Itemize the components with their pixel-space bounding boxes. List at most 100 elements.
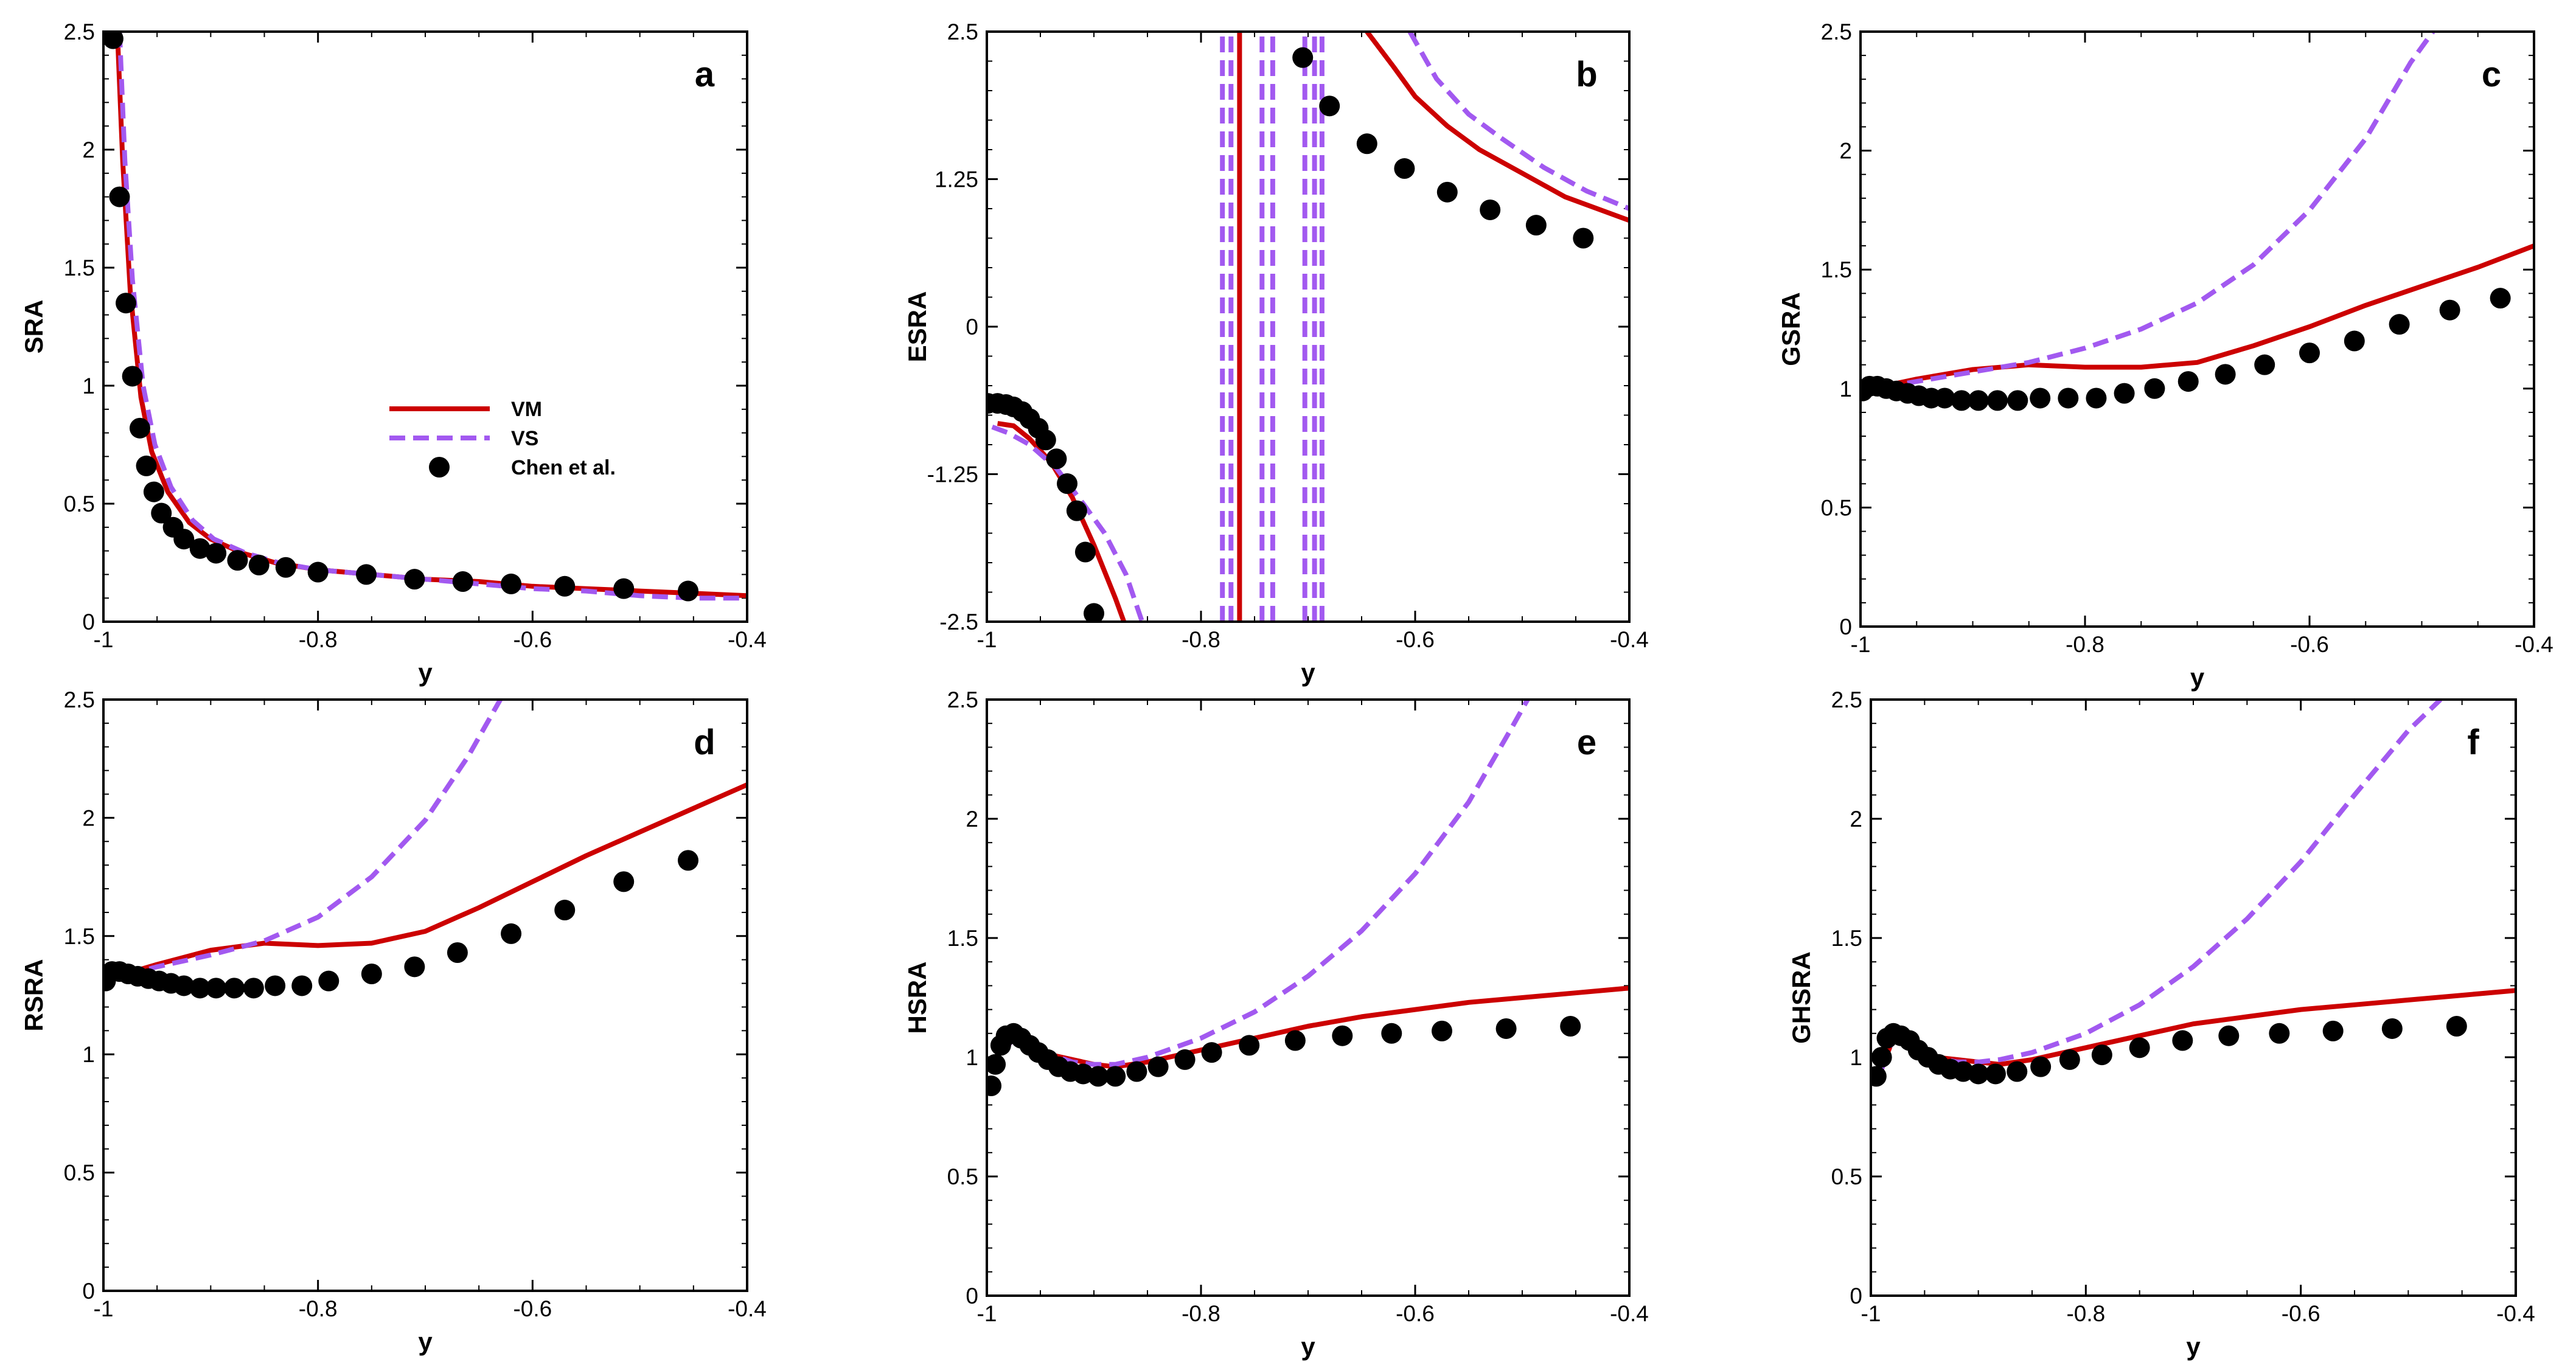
- x-axis-title: y: [1301, 1332, 1315, 1361]
- data-point-chen: [151, 502, 172, 524]
- data-point-chen: [1284, 1030, 1306, 1051]
- data-point-chen: [2218, 1025, 2240, 1046]
- data-point-chen: [243, 978, 264, 999]
- data-point-chen: [2215, 364, 2236, 385]
- x-tick-label: -0.6: [1396, 627, 1435, 652]
- y-axis-title: HSRA: [903, 961, 931, 1034]
- plot-frame: [102, 30, 748, 623]
- data-point-chen: [109, 186, 130, 207]
- y-tick-label: 1: [82, 374, 95, 398]
- data-point-chen: [1088, 1066, 1109, 1087]
- x-axis-title: y: [418, 658, 433, 687]
- y-tick-label: 0.5: [64, 492, 95, 516]
- data-point-chen: [1356, 133, 1377, 155]
- legend-label-chen: Chen et al.: [511, 456, 616, 479]
- data-point-chen: [987, 1075, 1002, 1097]
- data-point-chen: [307, 561, 329, 583]
- x-tick-label: -0.8: [299, 1296, 338, 1321]
- series-line-vm: [1879, 988, 2516, 1071]
- series-line-vm: [1365, 32, 1629, 223]
- x-axis-title: y: [1301, 658, 1315, 687]
- data-point-chen: [2059, 1049, 2080, 1070]
- data-point-chen: [678, 850, 699, 871]
- chart-panel-a: -1 -0.8 -0.6 -0.4 0 0.5 1 1.5 2 2.5 a y SRA VM VS Chen …: [19, 19, 767, 687]
- data-point-chen: [206, 543, 227, 564]
- data-point-chen: [1495, 1018, 1517, 1039]
- data-point-chen: [224, 978, 245, 999]
- data-point-chen: [1436, 181, 1458, 203]
- legend-swatch-chen: [429, 457, 450, 478]
- legend-label-vs: VS: [511, 427, 538, 450]
- x-tick-label: -1: [1861, 1301, 1881, 1326]
- plot-frame: [986, 698, 1631, 1297]
- y-tick-label: 1: [966, 1045, 978, 1070]
- y-axis-title: RSRA: [19, 959, 48, 1031]
- data-point-chen: [2007, 1061, 2028, 1082]
- series-line-vm: [103, 782, 747, 984]
- data-point-chen: [1332, 1025, 1353, 1046]
- y-tick-label: 0: [82, 610, 95, 634]
- y-tick-label: 2.5: [64, 19, 95, 44]
- data-point-chen: [318, 970, 339, 992]
- y-axis-title: SRA: [19, 300, 48, 354]
- data-point-chen: [1174, 1049, 1196, 1070]
- data-point-chen: [2114, 383, 2135, 404]
- y-tick-label: 0: [966, 1284, 978, 1308]
- data-point-chen: [987, 1054, 1006, 1075]
- data-point-chen: [1560, 1016, 1581, 1037]
- y-tick-label: 0.5: [64, 1161, 95, 1186]
- data-point-chen: [2490, 288, 2511, 309]
- y-tick-label: 0: [1850, 1284, 1862, 1308]
- data-point-chen: [1319, 96, 1340, 117]
- data-point-chen: [1951, 390, 1972, 411]
- data-point-chen: [554, 575, 576, 597]
- data-point-chen: [129, 417, 150, 439]
- x-tick-label: -0.4: [1610, 1301, 1649, 1326]
- data-point-chen: [361, 964, 382, 985]
- data-point-chen: [2129, 1037, 2150, 1058]
- data-point-chen: [1292, 47, 1314, 68]
- data-point-chen: [554, 900, 576, 921]
- data-point-chen: [1432, 1020, 1452, 1041]
- x-tick-label: -1: [94, 627, 114, 652]
- y-tick-label: 2: [82, 137, 95, 162]
- data-point-chen: [501, 923, 522, 944]
- data-point-chen: [136, 455, 157, 476]
- data-point-chen: [2269, 1023, 2290, 1044]
- y-tick-label: 2: [1839, 139, 1852, 164]
- y-axis-title: ESRA: [903, 291, 931, 363]
- panel-label: d: [694, 723, 715, 762]
- data-point-chen: [452, 571, 473, 592]
- data-point-chen: [291, 975, 313, 996]
- data-point-chen: [1525, 215, 1547, 236]
- data-point-chen: [2030, 387, 2051, 409]
- y-axis-title: GSRA: [1777, 292, 1805, 366]
- data-point-chen: [356, 564, 377, 585]
- x-tick-label: -0.4: [2515, 632, 2553, 657]
- x-tick-label: -0.8: [299, 627, 338, 652]
- x-axis-title: y: [2190, 663, 2205, 692]
- series-line-vm: [1001, 985, 1629, 1069]
- x-tick-label: -0.6: [2290, 632, 2329, 657]
- chart-panel-d: -1 -0.8 -0.6 -0.4 0 0.5 1 1.5 2 2.5 d y RSRA: [19, 687, 767, 1356]
- data-point-chen: [1201, 1042, 1222, 1063]
- data-point-chen: [1381, 1023, 1402, 1044]
- data-point-chen: [1066, 500, 1087, 521]
- data-point-chen: [2086, 387, 2107, 409]
- data-point-chen: [678, 580, 699, 602]
- data-point-chen: [265, 975, 286, 996]
- panel-label: f: [2467, 723, 2479, 762]
- y-tick-label: -2.5: [939, 610, 978, 634]
- y-tick-label: 2.5: [1821, 19, 1852, 44]
- x-axis-title: y: [2186, 1332, 2201, 1361]
- x-tick-label: -0.4: [728, 627, 767, 652]
- plot-frame: [986, 30, 1631, 623]
- series-line-vm: [1861, 243, 2534, 394]
- x-axis-title: y: [418, 1327, 433, 1356]
- data-point-chen: [173, 529, 195, 550]
- series-line-vs: [1861, 32, 2435, 394]
- data-point-chen: [1126, 1061, 1147, 1082]
- x-tick-label: -0.6: [1396, 1301, 1435, 1326]
- x-tick-label: -0.6: [2282, 1301, 2320, 1326]
- y-tick-label: 1.5: [64, 924, 95, 949]
